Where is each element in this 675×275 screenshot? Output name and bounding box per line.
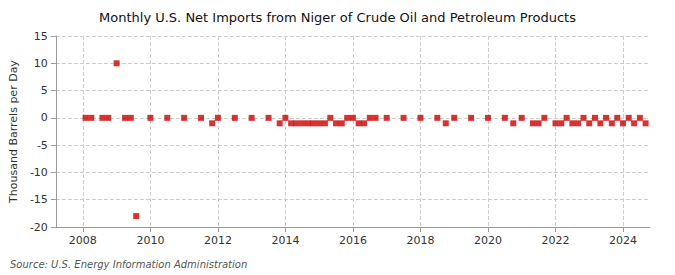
svg-text:2016: 2016 [339,234,367,247]
svg-text:2010: 2010 [136,234,164,247]
svg-text:2024: 2024 [609,234,637,247]
svg-text:-20: -20 [30,221,48,234]
svg-text:-15: -15 [30,193,48,206]
svg-text:Source: U.S. Energy Informatio: Source: U.S. Energy Information Administ… [10,259,247,270]
svg-text:Thousand Barrels per Day: Thousand Barrels per Day [7,60,20,204]
svg-text:-10: -10 [30,166,48,179]
svg-text:2008: 2008 [69,234,97,247]
svg-text:0: 0 [41,111,48,124]
svg-text:-5: -5 [37,139,48,152]
svg-text:2022: 2022 [541,234,569,247]
svg-text:2020: 2020 [474,234,502,247]
svg-text:15: 15 [34,30,48,43]
svg-text:2018: 2018 [406,234,434,247]
svg-text:10: 10 [34,57,48,70]
svg-text:2012: 2012 [204,234,232,247]
svg-text:2014: 2014 [271,234,299,247]
svg-text:Monthly U.S. Net Imports from: Monthly U.S. Net Imports from Niger of C… [99,10,576,25]
svg-text:5: 5 [41,84,48,97]
